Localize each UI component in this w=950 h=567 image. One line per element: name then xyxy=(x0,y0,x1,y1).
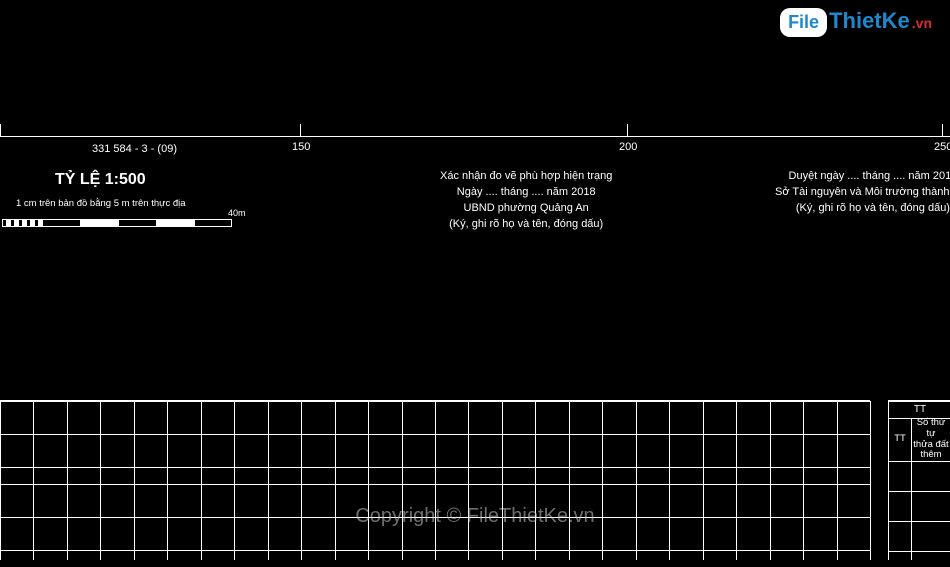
cert-line: Sở Tài nguyên và Môi trường thành phố xyxy=(775,185,950,201)
scale-segment xyxy=(194,219,232,227)
grid-col-line xyxy=(803,401,804,560)
table-row-line xyxy=(889,418,950,419)
grid-col-line xyxy=(535,401,536,560)
grid-col-line xyxy=(201,401,202,560)
grid-col-line xyxy=(234,401,235,560)
ruler-tick xyxy=(0,124,1,136)
grid-col-line xyxy=(402,401,403,560)
grid-col-line xyxy=(837,401,838,560)
cert-line: Xác nhận đo vẽ phù hợp hiện trạng xyxy=(440,169,612,185)
grid-col-line xyxy=(167,401,168,560)
grid-col-line xyxy=(134,401,135,560)
cert-line: (Ký, ghi rõ họ và tên, đóng dấu) xyxy=(775,201,950,217)
scale-title: TỶ LỆ 1:500 xyxy=(55,171,146,189)
table-col-line xyxy=(911,418,912,560)
scale-segment xyxy=(118,219,156,227)
table-header-tt: TT xyxy=(889,418,911,461)
data-grid xyxy=(0,400,870,560)
ruler-tick xyxy=(627,124,628,136)
grid-col-line xyxy=(502,401,503,560)
grid-col-line xyxy=(301,401,302,560)
table-header-top: TT xyxy=(889,401,950,418)
table-row-line xyxy=(889,401,950,402)
grid-col-line xyxy=(468,401,469,560)
grid-col-line xyxy=(602,401,603,560)
scale-subtitle: 1 cm trên bản đồ bằng 5 m trên thực địa xyxy=(16,198,186,209)
grid-col-line xyxy=(33,401,34,560)
cert-line: Ngày .... tháng .... năm 2018 xyxy=(440,185,612,201)
grid-col-line xyxy=(268,401,269,560)
ruler-label: 200 xyxy=(619,141,637,153)
cert-line: Duyệt ngày .... tháng .... năm 2018 xyxy=(775,169,950,185)
parcel-index-table: TT TT Số thứ tự thửa đất thêm xyxy=(888,400,950,560)
ruler-axis xyxy=(0,136,950,137)
grid-col-line xyxy=(770,401,771,560)
document-code: 331 584 - 3 - (09) xyxy=(92,143,177,155)
certification-block-ward: Xác nhận đo vẽ phù hợp hiện trạng Ngày .… xyxy=(440,169,612,233)
grid-col-line xyxy=(703,401,704,560)
table-row-line xyxy=(889,551,950,552)
ruler-tick xyxy=(942,124,943,136)
table-row-line xyxy=(889,491,950,492)
grid-col-line xyxy=(435,401,436,560)
certification-block-dept: Duyệt ngày .... tháng .... năm 2018 Sở T… xyxy=(775,169,950,217)
grid-col-line xyxy=(569,401,570,560)
scale-bar xyxy=(2,219,262,227)
scale-segment xyxy=(80,219,118,227)
grid-col-line xyxy=(870,401,871,560)
table-header-parcel: Số thứ tự thửa đất thêm xyxy=(911,418,950,461)
grid-col-line xyxy=(100,401,101,560)
grid-col-line xyxy=(736,401,737,560)
scale-end-label: 40m xyxy=(228,208,246,218)
grid-col-line xyxy=(0,401,1,560)
grid-col-line xyxy=(669,401,670,560)
grid-col-line xyxy=(368,401,369,560)
logo-file: File xyxy=(780,8,827,37)
scale-segment xyxy=(42,219,80,227)
cert-line: UBND phường Quảng An xyxy=(440,201,612,217)
logo-thietke: ThietKe xyxy=(829,8,910,34)
scale-segment xyxy=(156,219,194,227)
logo-vn: .vn xyxy=(912,15,932,31)
brand-logo: File ThietKe .vn xyxy=(780,8,932,37)
table-row-line xyxy=(889,521,950,522)
grid-col-line xyxy=(67,401,68,560)
table-row-line xyxy=(889,461,950,462)
grid-col-line xyxy=(335,401,336,560)
cert-line: (Ký, ghi rõ họ và tên, đóng dấu) xyxy=(440,217,612,233)
grid-col-line xyxy=(636,401,637,560)
ruler-label: 250 xyxy=(934,141,950,153)
ruler-tick xyxy=(300,124,301,136)
ruler-label: 150 xyxy=(292,141,310,153)
